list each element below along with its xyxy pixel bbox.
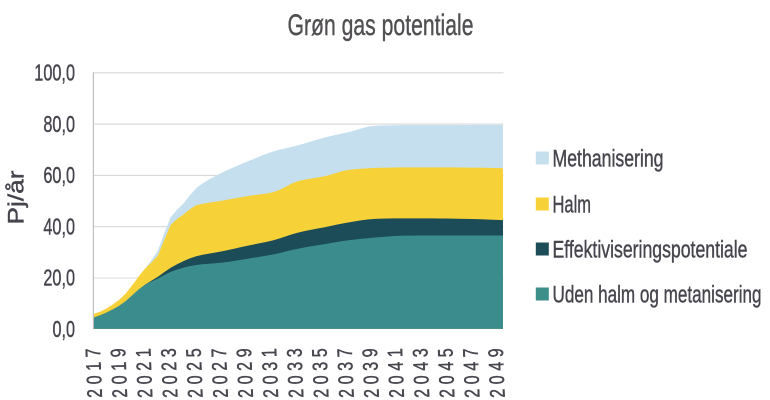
svg-text:2021: 2021 — [132, 343, 157, 398]
svg-text:Pj/år: Pj/år — [4, 171, 29, 225]
svg-text:2043: 2043 — [409, 343, 434, 398]
svg-text:2025: 2025 — [183, 343, 208, 398]
svg-text:2035: 2035 — [308, 343, 333, 398]
svg-text:2033: 2033 — [283, 343, 308, 398]
svg-text:2029: 2029 — [233, 343, 258, 398]
svg-text:20,0: 20,0 — [43, 265, 75, 291]
svg-text:2039: 2039 — [359, 343, 384, 398]
svg-text:Uden halm og metanisering: Uden halm og metanisering — [553, 282, 762, 309]
svg-text:Halm: Halm — [553, 192, 592, 219]
svg-text:80,0: 80,0 — [43, 111, 75, 137]
svg-text:2045: 2045 — [434, 343, 459, 398]
svg-text:2037: 2037 — [334, 343, 359, 398]
svg-text:2031: 2031 — [258, 343, 283, 398]
svg-text:100,0: 100,0 — [34, 60, 75, 86]
svg-text:2041: 2041 — [384, 343, 409, 398]
svg-text:Grøn gas potentiale: Grøn gas potentiale — [288, 9, 474, 42]
svg-text:Effektiviseringspotentiale: Effektiviseringspotentiale — [553, 237, 748, 264]
svg-text:2019: 2019 — [107, 343, 132, 398]
svg-text:2027: 2027 — [208, 343, 233, 398]
svg-text:2049: 2049 — [485, 343, 510, 398]
svg-text:60,0: 60,0 — [43, 162, 75, 188]
svg-text:Methanisering: Methanisering — [553, 146, 664, 173]
svg-text:40,0: 40,0 — [43, 213, 75, 239]
svg-text:2023: 2023 — [157, 343, 182, 398]
svg-text:2017: 2017 — [82, 343, 107, 398]
svg-text:2047: 2047 — [459, 343, 484, 398]
svg-text:0,0: 0,0 — [53, 316, 76, 342]
